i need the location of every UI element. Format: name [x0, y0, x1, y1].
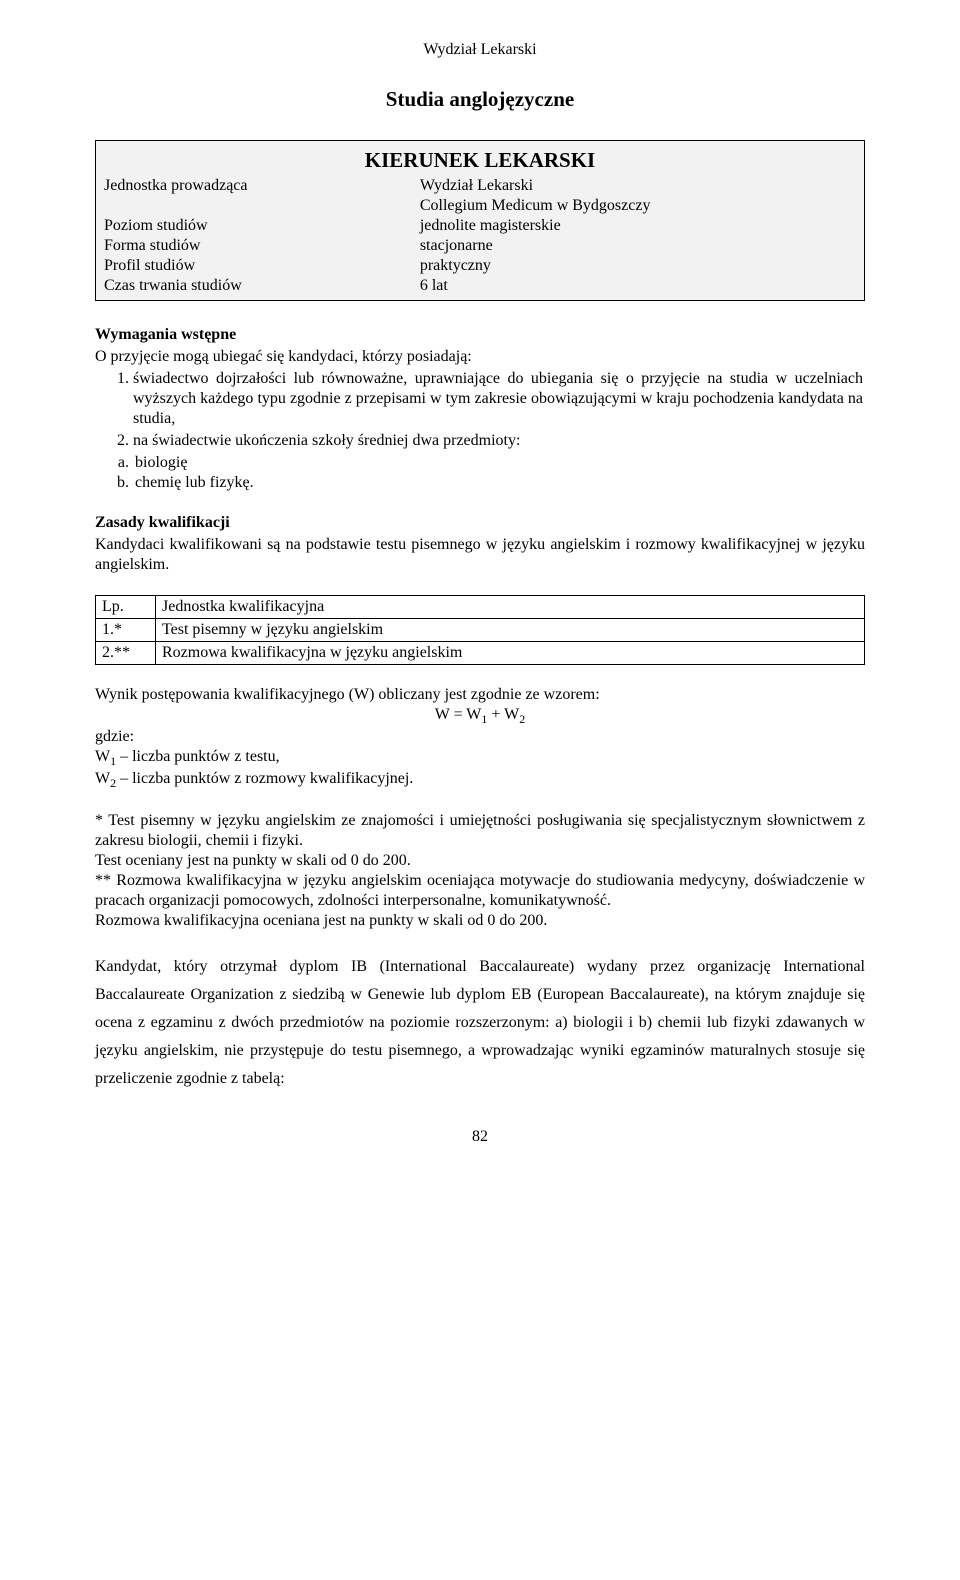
info-value: praktyczny [420, 256, 856, 276]
info-row: Poziom studiów jednolite magisterskie [104, 216, 856, 236]
info-value: Collegium Medicum w Bydgoszczy [420, 196, 856, 216]
zasady-section: Zasady kwalifikacji Kandydaci kwalifikow… [95, 513, 865, 575]
table-cell: Rozmowa kwalifikacyjna w języku angielsk… [156, 641, 865, 664]
table-row: Lp. Jednostka kwalifikacyjna [96, 595, 865, 618]
list-item: chemię lub fizykę. [133, 473, 865, 493]
note-text: ** Rozmowa kwalifikacyjna w języku angie… [95, 871, 865, 911]
formula-equation: W = W1 + W2 [95, 705, 865, 727]
info-row: Czas trwania studiów 6 lat [104, 276, 856, 296]
formula-text: – liczba punktów z rozmowy kwalifikacyjn… [116, 770, 413, 787]
formula-text: + W [487, 706, 519, 723]
formula-text: – liczba punktów z testu, [116, 748, 280, 765]
formula-w1: W1 – liczba punktów z testu, [95, 747, 865, 769]
table-cell: Lp. [96, 595, 156, 618]
notes-section: * Test pisemny w języku angielskim ze zn… [95, 811, 865, 931]
faculty-header: Wydział Lekarski [95, 40, 865, 60]
requirements-heading: Wymagania wstępne [95, 325, 865, 345]
table-cell: 2.** [96, 641, 156, 664]
formula-intro: Wynik postępowania kwalifikacyjnego (W) … [95, 685, 865, 705]
table-cell: Jednostka kwalifikacyjna [156, 595, 865, 618]
info-box-rows: Jednostka prowadząca Wydział Lekarski Co… [96, 176, 864, 300]
ib-section: Kandydat, który otrzymał dyplom IB (Inte… [95, 953, 865, 1093]
zasady-heading: Zasady kwalifikacji [95, 513, 865, 533]
info-label [104, 196, 420, 216]
table-row: 2.** Rozmowa kwalifikacyjna w języku ang… [96, 641, 865, 664]
list-item: świadectwo dojrzałości lub równoważne, u… [133, 369, 865, 429]
formula-section: Wynik postępowania kwalifikacyjnego (W) … [95, 685, 865, 792]
note-text: Test oceniany jest na punkty w skali od … [95, 851, 865, 871]
info-row: Profil studiów praktyczny [104, 256, 856, 276]
info-label: Jednostka prowadząca [104, 176, 420, 196]
formula-text: W = W [435, 706, 482, 723]
formula-text: W [95, 748, 110, 765]
zasady-text: Kandydaci kwalifikowani są na podstawie … [95, 535, 865, 575]
table-cell: 1.* [96, 618, 156, 641]
table-cell: Test pisemny w języku angielskim [156, 618, 865, 641]
requirements-list: świadectwo dojrzałości lub równoważne, u… [95, 369, 865, 451]
info-label: Czas trwania studiów [104, 276, 420, 296]
info-label: Profil studiów [104, 256, 420, 276]
info-label: Forma studiów [104, 236, 420, 256]
info-box: KIERUNEK LEKARSKI Jednostka prowadząca W… [95, 140, 865, 300]
requirements-section: Wymagania wstępne O przyjęcie mogą ubieg… [95, 325, 865, 493]
requirements-intro: O przyjęcie mogą ubiegać się kandydaci, … [95, 347, 865, 367]
formula-w2: W2 – liczba punktów z rozmowy kwalifikac… [95, 769, 865, 791]
formula-gdzie: gdzie: [95, 727, 865, 747]
page-number: 82 [95, 1127, 865, 1147]
list-item: na świadectwie ukończenia szkoły średnie… [133, 431, 865, 451]
info-value: stacjonarne [420, 236, 856, 256]
table-row: 1.* Test pisemny w języku angielskim [96, 618, 865, 641]
info-value: Wydział Lekarski [420, 176, 856, 196]
info-value: jednolite magisterskie [420, 216, 856, 236]
info-row: Forma studiów stacjonarne [104, 236, 856, 256]
note-text: Rozmowa kwalifikacyjna oceniana jest na … [95, 911, 865, 931]
qual-table: Lp. Jednostka kwalifikacyjna 1.* Test pi… [95, 595, 865, 665]
info-box-heading: KIERUNEK LEKARSKI [96, 141, 864, 175]
page-title: Studia anglojęzyczne [95, 86, 865, 112]
info-value: 6 lat [420, 276, 856, 296]
subscript: 2 [519, 712, 525, 726]
requirements-sublist: biologię chemię lub fizykę. [95, 453, 865, 493]
formula-text: W [95, 770, 110, 787]
note-text: * Test pisemny w języku angielskim ze zn… [95, 811, 865, 851]
list-item: biologię [133, 453, 865, 473]
info-row: Collegium Medicum w Bydgoszczy [104, 196, 856, 216]
info-label: Poziom studiów [104, 216, 420, 236]
info-row: Jednostka prowadząca Wydział Lekarski [104, 176, 856, 196]
